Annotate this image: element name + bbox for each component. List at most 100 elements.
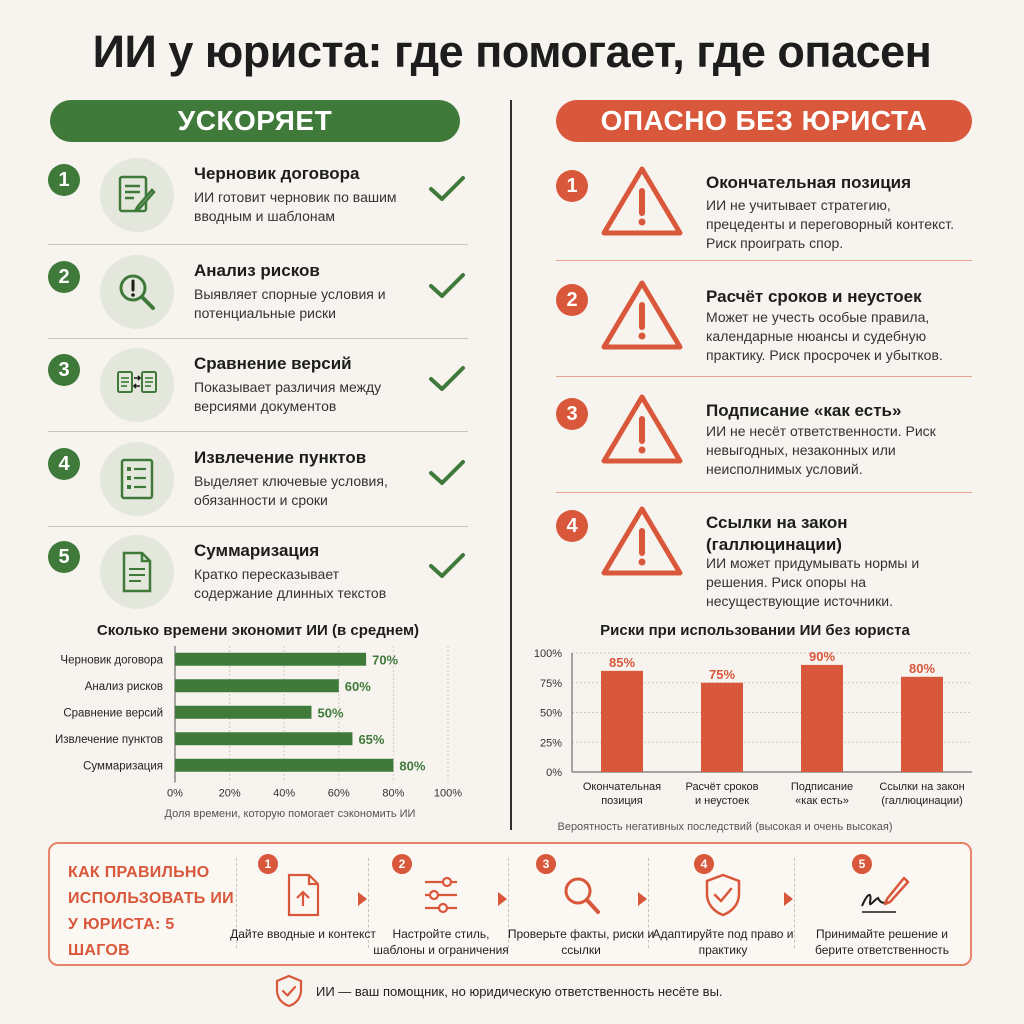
risk-item-1: 1 Окончательная позиция ИИ не учитывает …	[556, 164, 972, 256]
benefit-number: 1	[48, 164, 80, 196]
divider	[48, 431, 468, 432]
bar	[701, 682, 743, 772]
y-tick-label: 100%	[534, 648, 562, 660]
benefit-number: 3	[48, 354, 80, 386]
y-tick-label: 0%	[546, 767, 562, 779]
risk-description: Может не учесть особые правила, календар…	[706, 309, 943, 363]
risk-item-2: 2 Расчёт сроков и неустоек Может не учес…	[556, 278, 972, 370]
category-label: Анализ рисков	[85, 681, 163, 693]
benefit-item-2: 2 Анализ рисков Выявляет спорные условия…	[48, 255, 468, 343]
step-5: 5 Принимайте решение и берите ответствен…	[802, 852, 962, 962]
benefit-description: ИИ готовит черновик по вашим вводным и ш…	[194, 189, 397, 224]
signature-pen-icon	[860, 872, 910, 923]
benefit-number: 2	[48, 261, 80, 293]
bar-value-label: 80%	[909, 661, 935, 676]
category-label: Подписание	[791, 781, 853, 793]
bar	[175, 652, 367, 666]
benefit-title: Суммаризация	[194, 541, 320, 560]
risks-chart: 0% 25% 50% 75% 100% 85% Окончательная позиция 75…	[534, 648, 972, 807]
check-icon	[428, 174, 466, 209]
category-label: Сравнение версий	[63, 707, 163, 719]
check-icon	[428, 458, 466, 493]
risk-number: 1	[556, 170, 588, 202]
x-tick-label: 80%	[382, 788, 404, 800]
x-tick-label: 60%	[328, 788, 350, 800]
document-lines-icon	[100, 535, 174, 609]
bar-value-label: 60%	[345, 679, 371, 694]
upload-document-icon	[283, 872, 323, 923]
risk-number: 4	[556, 510, 588, 542]
risk-number: 3	[556, 398, 588, 430]
bar	[175, 705, 312, 719]
benefit-title: Черновик договора	[194, 164, 360, 183]
time-savings-chart: 0% 20% 40% 60% 80% 100% Черновик договора 70% Ан…	[55, 646, 462, 800]
risk-item-3: 3 Подписание «как есть» ИИ не несёт отве…	[556, 392, 972, 484]
risk-description: ИИ может придумывать нормы и решения. Ри…	[706, 555, 920, 609]
bar-value-label: 75%	[709, 667, 735, 682]
bar-value-label: 70%	[372, 652, 398, 667]
y-tick-label: 50%	[540, 708, 562, 720]
risk-title: Подписание «как есть»	[706, 401, 902, 420]
bar	[175, 758, 394, 772]
shield-check-icon	[274, 974, 304, 1013]
step-label: Проверьте факты, риски и ссылки	[507, 927, 655, 957]
benefit-item-4: 4 Извлечение пунктов Выделяет ключевые у…	[48, 442, 468, 530]
step-label: Настройте стиль, шаблоны и ограничения	[373, 927, 509, 957]
benefit-number: 5	[48, 541, 80, 573]
bar-value-label: 80%	[399, 758, 425, 773]
step-1: 1 Дайте вводные и контекст	[228, 852, 378, 962]
benefit-title: Анализ рисков	[194, 261, 320, 280]
risk-description: ИИ не несёт ответственности. Риск невыго…	[706, 423, 936, 477]
arrow-right-icon	[358, 892, 367, 906]
benefit-title: Извлечение пунктов	[194, 448, 367, 467]
steps-title: КАК ПРАВИЛЬНО ИСПОЛЬЗОВАТЬ ИИ У ЮРИСТА: …	[68, 864, 234, 959]
step-number: 2	[392, 854, 412, 874]
magnifier-exclamation-icon	[100, 255, 174, 329]
risk-number: 2	[556, 284, 588, 316]
category-label: Суммаризация	[83, 760, 163, 772]
y-tick-label: 75%	[540, 678, 562, 690]
bar	[901, 676, 943, 772]
step-number: 3	[536, 854, 556, 874]
footer-text: ИИ — ваш помощник, но юридическую ответс…	[316, 984, 723, 999]
category-label: (галлюцинации)	[881, 795, 963, 807]
left-column-header: УСКОРЯЕТ	[50, 100, 460, 142]
divider	[48, 338, 468, 339]
risks-chart-title: Риски при использовании ИИ без юриста	[600, 622, 910, 639]
time-savings-chart-xlabel: Доля времени, которую помогает сэкономит…	[164, 808, 416, 820]
category-label: Черновик договора	[60, 654, 163, 666]
warning-icon	[600, 392, 684, 471]
y-tick-label: 25%	[540, 737, 562, 749]
right-column-header: ОПАСНО БЕЗ ЮРИСТА	[556, 100, 972, 142]
step-3: 3 Проверьте факты, риски и ссылки	[506, 852, 656, 962]
check-icon	[428, 364, 466, 399]
benefit-title: Сравнение версий	[194, 354, 352, 373]
bar	[175, 732, 353, 746]
benefit-description: Показывает различия между версиями докум…	[194, 379, 382, 414]
category-label: позиция	[601, 795, 643, 807]
check-icon	[428, 271, 466, 306]
warning-icon	[600, 278, 684, 357]
benefit-number: 4	[48, 448, 80, 480]
magnifier-icon	[561, 872, 601, 923]
benefit-description: Выявляет спорные условия и потенциальные…	[194, 286, 386, 321]
arrow-right-icon	[638, 892, 647, 906]
benefit-item-5: 5 Суммаризация Кратко пересказывает соде…	[48, 535, 468, 623]
time-savings-chart-title: Сколько времени экономит ИИ (в среднем)	[96, 622, 420, 639]
benefit-item-1: 1 Черновик договора ИИ готовит черновик …	[48, 158, 468, 246]
checklist-icon	[100, 442, 174, 516]
step-number: 1	[258, 854, 278, 874]
warning-icon	[600, 164, 684, 243]
page-title: ИИ у юриста: где помогает, где опасен	[92, 26, 932, 77]
bar	[175, 679, 339, 693]
x-tick-label: 20%	[219, 788, 241, 800]
divider	[556, 376, 972, 377]
benefit-description: Выделяет ключевые условия, обязанности и…	[194, 473, 388, 508]
steps-panel: КАК ПРАВИЛЬНО ИСПОЛЬЗОВАТЬ ИИ У ЮРИСТА: …	[48, 842, 972, 966]
warning-icon	[600, 504, 684, 583]
step-divider	[508, 858, 509, 948]
benefit-description: Кратко пересказывает содержание длинных …	[194, 566, 387, 601]
category-label: Извлечение пунктов	[55, 734, 163, 746]
category-label: Окончательная	[583, 781, 661, 793]
risks-chart-xlabel: Вероятность негативных последствий (высо…	[557, 821, 893, 833]
